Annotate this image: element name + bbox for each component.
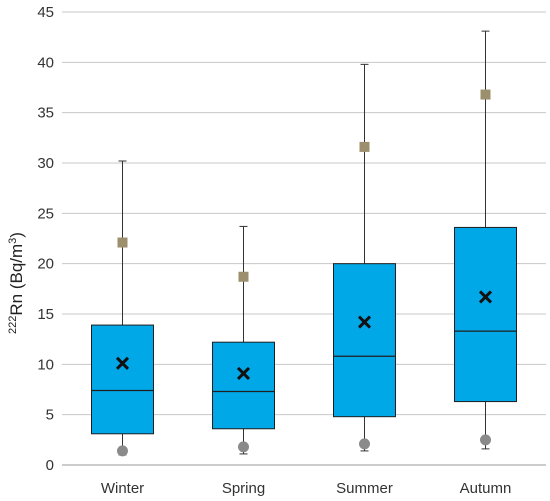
y-label-isotope: 222 — [7, 316, 19, 334]
x-tick-spring: Spring — [222, 480, 265, 497]
mean-marker-autumn — [478, 290, 493, 304]
y-tick-40: 40 — [37, 54, 54, 71]
box-body-spring — [212, 341, 275, 430]
x-tick-labels: Winter Spring Summer Autumn — [101, 480, 512, 497]
x-tick-summer: Summer — [336, 480, 393, 497]
lower-marker-summer — [359, 438, 370, 450]
y-tick-20: 20 — [37, 256, 54, 273]
x-tick-winter: Winter — [101, 480, 144, 497]
boxes — [91, 30, 517, 457]
y-tick-45: 45 — [37, 4, 54, 21]
y-tick-30: 30 — [37, 155, 54, 172]
box-autumn — [454, 30, 517, 450]
y-axis-label: 222Rn (Bq/m3) — [7, 232, 26, 334]
lower-marker-winter — [117, 445, 128, 457]
y-label-close: ) — [7, 232, 26, 238]
lower-marker-autumn — [480, 434, 491, 446]
y-tick-15: 15 — [37, 306, 54, 323]
y-tick-5: 5 — [46, 407, 54, 424]
y-tick-labels: 0 5 10 15 20 25 30 35 40 45 — [37, 4, 54, 474]
upper-marker-autumn — [480, 89, 491, 100]
y-tick-25: 25 — [37, 205, 54, 222]
lower-marker-spring — [238, 441, 249, 453]
box-body-autumn — [454, 226, 517, 403]
mean-marker-winter — [115, 356, 130, 370]
box-winter — [91, 160, 154, 457]
upper-marker-spring — [238, 271, 249, 282]
x-tick-autumn: Autumn — [460, 480, 512, 497]
box-body-winter — [91, 324, 154, 435]
box-summer — [333, 63, 396, 452]
y-tick-10: 10 — [37, 356, 54, 373]
mean-marker-spring — [236, 366, 251, 380]
y-tick-35: 35 — [37, 105, 54, 122]
upper-marker-winter — [117, 237, 128, 248]
y-tick-0: 0 — [46, 457, 54, 474]
mean-marker-summer — [357, 315, 372, 329]
y-label-main: Rn (Bq/m — [7, 244, 26, 316]
upper-marker-summer — [359, 141, 370, 152]
box-spring — [212, 225, 275, 455]
y-label-unit-sup: 3 — [7, 238, 19, 244]
box-body-summer — [333, 263, 396, 418]
